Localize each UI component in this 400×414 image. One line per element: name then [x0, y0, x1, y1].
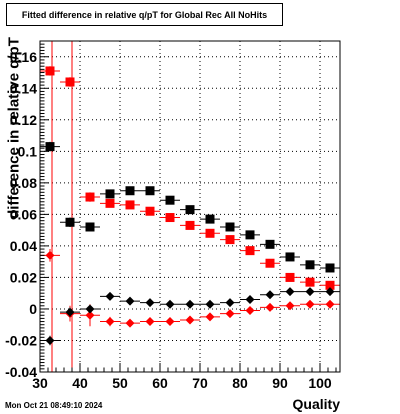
data-point-square — [85, 222, 95, 232]
data-point-diamond — [125, 318, 135, 328]
y-tick-label: 0.08 — [10, 175, 37, 191]
data-point-square — [85, 192, 95, 202]
data-point-square — [265, 239, 275, 249]
data-point-diamond — [225, 309, 235, 319]
plot-frame — [39, 40, 341, 373]
data-point-diamond — [185, 299, 195, 309]
data-point-diamond — [305, 287, 315, 297]
data-point-square — [185, 205, 195, 215]
data-point-diamond — [225, 298, 235, 308]
data-point-diamond — [65, 307, 75, 317]
y-tick-label: 0.14 — [10, 80, 37, 96]
x-tick-label: 70 — [192, 375, 208, 391]
data-point-diamond — [245, 294, 255, 304]
data-point-square — [285, 252, 295, 262]
data-point-diamond — [305, 299, 315, 309]
data-point-square — [225, 235, 235, 245]
data-layer — [40, 41, 340, 372]
data-point-square — [285, 272, 295, 282]
x-axis-label: Quality — [292, 396, 340, 412]
data-point-square — [165, 195, 175, 205]
x-tick-label: 90 — [272, 375, 288, 391]
data-point-square — [105, 198, 115, 208]
data-point-diamond — [85, 304, 95, 314]
x-tick-label: 40 — [72, 375, 88, 391]
x-tick-label: 100 — [308, 375, 332, 391]
data-point-square — [125, 200, 135, 210]
timestamp: Mon Oct 21 08:49:10 2024 — [5, 401, 103, 410]
y-tick-label: 0.1 — [18, 143, 38, 159]
data-point-diamond — [145, 317, 155, 327]
data-point-diamond — [165, 317, 175, 327]
data-point-square — [185, 220, 195, 230]
x-tick-label: 50 — [112, 375, 128, 391]
x-tick-label: 60 — [152, 375, 168, 391]
data-point-diamond — [265, 290, 275, 300]
data-point-diamond — [325, 299, 335, 309]
data-point-square — [265, 258, 275, 268]
data-point-square — [325, 263, 335, 273]
data-point-square — [245, 230, 255, 240]
y-tick-label: 0.16 — [10, 49, 37, 65]
data-point-square — [145, 186, 155, 196]
data-point-square — [245, 246, 255, 256]
data-point-square — [165, 213, 175, 223]
y-tick-label: 0.04 — [10, 238, 37, 254]
data-point-square — [325, 280, 335, 290]
data-point-square — [45, 66, 55, 76]
data-point-diamond — [185, 315, 195, 325]
x-tick-label: 30 — [32, 375, 48, 391]
data-point-square — [125, 186, 135, 196]
data-point-diamond — [325, 287, 335, 297]
data-point-diamond — [105, 291, 115, 301]
y-tick-label: 0.06 — [10, 206, 37, 222]
data-point-square — [225, 222, 235, 232]
data-point-square — [65, 77, 75, 87]
data-point-square — [305, 277, 315, 287]
data-point-diamond — [45, 335, 55, 345]
data-point-diamond — [105, 317, 115, 327]
data-point-square — [105, 189, 115, 199]
y-tick-label: -0.04 — [5, 364, 37, 380]
y-axis-label: difference in relative q/pT — [5, 37, 23, 219]
data-point-diamond — [85, 310, 95, 320]
data-point-diamond — [45, 250, 55, 260]
chart-title: Fitted difference in relative q/pT for G… — [6, 3, 283, 26]
data-point-diamond — [165, 299, 175, 309]
data-point-square — [305, 260, 315, 270]
data-point-diamond — [145, 298, 155, 308]
data-point-diamond — [125, 296, 135, 306]
data-point-square — [145, 206, 155, 216]
data-point-square — [65, 217, 75, 227]
y-tick-label: -0.02 — [5, 332, 37, 348]
axis-layer: 30 40 50 60 70 80 90 100 -0.04 -0.02 0 0.02 0.04 0.06… — [5, 40, 341, 391]
data-point-diamond — [285, 287, 295, 297]
data-point-square — [45, 142, 55, 152]
data-point-square — [205, 228, 215, 238]
y-tick-label: 0 — [29, 301, 37, 317]
data-point-diamond — [285, 301, 295, 311]
data-point-square — [205, 214, 215, 224]
data-point-diamond — [205, 299, 215, 309]
data-point-diamond — [245, 306, 255, 316]
y-tick-label: 0.12 — [10, 112, 37, 128]
data-point-diamond — [265, 302, 275, 312]
x-tick-label: 80 — [232, 375, 248, 391]
y-tick-label: 0.02 — [10, 269, 37, 285]
data-point-diamond — [205, 312, 215, 322]
